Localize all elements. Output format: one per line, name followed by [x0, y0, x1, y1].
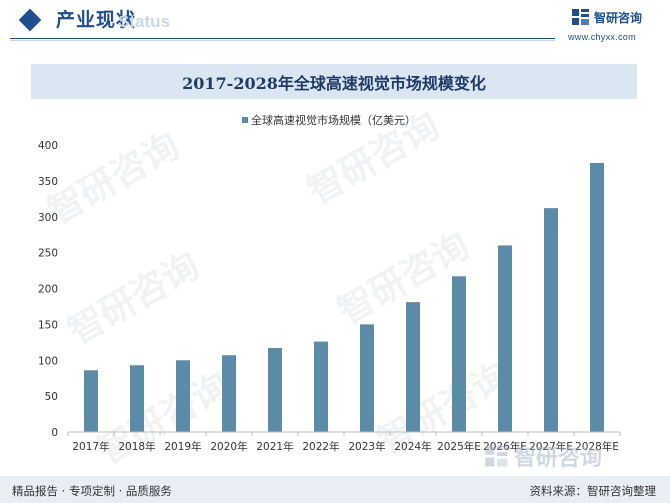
header-divider	[10, 38, 555, 39]
legend-label: 全球高速视觉市场规模（亿美元）	[251, 114, 416, 127]
x-tick-label: 2020年	[210, 440, 247, 453]
y-tick-label: 300	[38, 212, 58, 224]
x-tick-label: 2022年	[302, 440, 339, 453]
chart-title: 2017-2028年全球高速视觉市场规模变化	[182, 73, 486, 93]
bar	[452, 276, 466, 432]
logo-icon	[571, 7, 591, 27]
x-tick-label: 2021年	[256, 440, 293, 453]
x-axis: 2017年 2018年 2019年 2020年 2021年 2022年 2023年 2024年…	[67, 431, 621, 453]
bar	[360, 324, 374, 432]
section-title: 产业现状	[56, 9, 137, 31]
x-tick-label: 2024年	[394, 440, 431, 453]
x-tick-label: 2018年	[118, 440, 155, 453]
chart-title-band: 2017-2028年全球高速视觉市场规模变化	[31, 64, 637, 99]
y-tick-label: 400	[38, 140, 58, 152]
logo-icon	[485, 445, 508, 467]
brand-logo: 智研咨询	[571, 7, 642, 27]
y-tick-label: 100	[38, 355, 58, 367]
footer-brand-name: 智研咨询	[514, 446, 603, 471]
bar	[84, 370, 98, 432]
y-tick-label: 50	[45, 391, 58, 403]
x-tick-label: 2025年E	[437, 440, 481, 453]
footer-brand-watermark: 智研咨询	[484, 440, 602, 472]
bar	[498, 245, 512, 432]
x-tick-label: 2028年E	[575, 440, 619, 453]
bar	[590, 162, 604, 432]
bar	[406, 302, 420, 432]
section-subtitle: Status	[118, 12, 170, 31]
bar	[268, 348, 282, 432]
bar	[130, 365, 144, 432]
x-tick-label: 2023年	[348, 440, 385, 453]
bar	[176, 360, 190, 432]
y-tick-label: 0	[51, 427, 58, 439]
y-tick-label: 250	[38, 248, 58, 260]
y-tick-label: 150	[38, 319, 58, 331]
bar	[314, 341, 328, 432]
data-source: 资料来源：智研咨询整理	[529, 484, 657, 498]
header-divider-secondary	[10, 40, 555, 41]
bar	[222, 355, 236, 432]
legend-swatch	[242, 117, 248, 123]
bar	[544, 208, 558, 432]
chart-legend: 全球高速视觉市场规模（亿美元）	[242, 112, 416, 128]
bar-series	[84, 162, 604, 432]
y-axis: 0 50 100 150 200 250 300 350 400	[38, 140, 58, 439]
x-tick-label: 2019年	[164, 440, 201, 453]
page-footer: 精品报告 · 专项定制 · 品质服务 资料来源：智研咨询整理	[0, 476, 670, 503]
x-tick-label: 2017年	[72, 440, 109, 453]
page-header: 产业现状 Status	[0, 0, 670, 44]
footer-tagline: 精品报告 · 专项定制 · 品质服务	[12, 484, 172, 498]
brand-url[interactable]: www.chyxx.com	[568, 32, 636, 42]
y-tick-label: 350	[38, 176, 58, 188]
brand-name: 智研咨询	[594, 10, 643, 25]
y-tick-label: 200	[38, 284, 58, 296]
x-tick-label: 2027年E	[529, 440, 573, 453]
